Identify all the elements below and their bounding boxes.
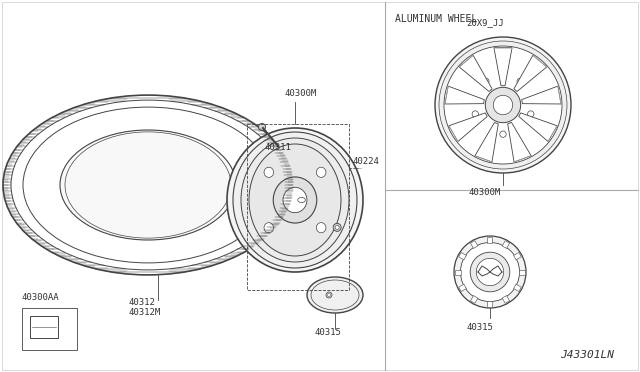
Text: J43301LN: J43301LN <box>560 350 614 360</box>
Polygon shape <box>449 113 487 141</box>
Polygon shape <box>522 86 561 104</box>
Circle shape <box>454 236 526 308</box>
Bar <box>502 241 509 248</box>
Ellipse shape <box>307 277 363 313</box>
Ellipse shape <box>283 187 307 213</box>
Circle shape <box>476 258 504 286</box>
Polygon shape <box>514 55 547 92</box>
Circle shape <box>483 78 489 84</box>
Circle shape <box>460 243 520 302</box>
Ellipse shape <box>227 128 363 272</box>
Text: 20X9_JJ: 20X9_JJ <box>466 18 504 27</box>
Circle shape <box>259 124 266 131</box>
Polygon shape <box>460 55 492 92</box>
Circle shape <box>439 41 567 169</box>
Bar <box>488 301 493 307</box>
Polygon shape <box>508 122 531 162</box>
Ellipse shape <box>233 132 357 268</box>
Bar <box>502 296 509 303</box>
Circle shape <box>517 78 524 84</box>
Bar <box>513 284 522 292</box>
Bar <box>22 308 77 350</box>
Polygon shape <box>445 86 484 104</box>
Text: 40312M: 40312M <box>128 308 160 317</box>
Circle shape <box>335 225 339 230</box>
Bar <box>248 124 349 290</box>
Circle shape <box>328 294 330 296</box>
Ellipse shape <box>316 167 326 177</box>
Bar <box>513 253 522 260</box>
Ellipse shape <box>264 222 274 233</box>
Ellipse shape <box>298 198 305 202</box>
Text: 40312: 40312 <box>128 298 155 307</box>
Ellipse shape <box>316 222 326 233</box>
Circle shape <box>326 292 332 298</box>
Circle shape <box>470 252 510 292</box>
Polygon shape <box>494 48 512 86</box>
Ellipse shape <box>241 138 349 262</box>
Polygon shape <box>475 122 499 162</box>
Text: 40300AA: 40300AA <box>21 293 59 302</box>
Circle shape <box>485 87 521 123</box>
Text: 40315: 40315 <box>467 323 493 332</box>
Bar <box>470 296 478 303</box>
Ellipse shape <box>249 144 341 256</box>
Circle shape <box>493 95 513 115</box>
Ellipse shape <box>273 177 317 223</box>
Bar <box>518 269 525 275</box>
Bar <box>488 237 493 243</box>
Bar <box>470 241 478 248</box>
Text: 40224: 40224 <box>353 157 380 166</box>
Text: 40300M: 40300M <box>285 89 317 99</box>
Text: 40300M: 40300M <box>469 188 501 197</box>
Bar <box>455 269 461 275</box>
Ellipse shape <box>60 130 236 240</box>
Bar <box>459 284 467 292</box>
Text: 40311: 40311 <box>264 142 291 152</box>
Circle shape <box>527 111 534 117</box>
Circle shape <box>472 111 479 117</box>
Ellipse shape <box>264 167 274 177</box>
Circle shape <box>500 131 506 137</box>
Circle shape <box>444 46 562 164</box>
Circle shape <box>333 223 341 231</box>
Bar <box>459 253 467 260</box>
Polygon shape <box>519 113 557 141</box>
Text: ALUMINUM WHEEL: ALUMINUM WHEEL <box>395 14 477 24</box>
Text: 40315: 40315 <box>315 328 342 337</box>
Circle shape <box>435 37 571 173</box>
